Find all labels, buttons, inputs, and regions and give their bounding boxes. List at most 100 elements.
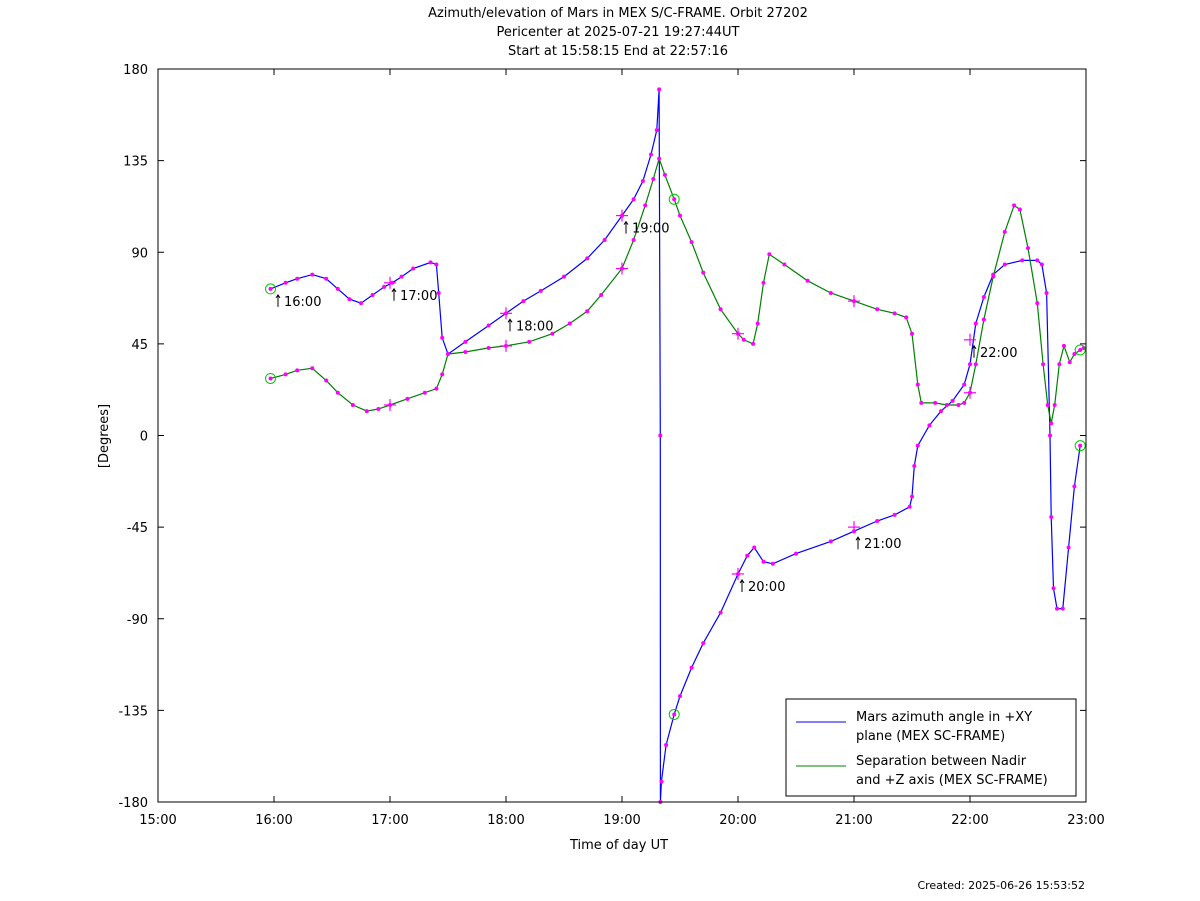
separation-data-point [295, 368, 300, 373]
azimuth-data-point [1060, 606, 1065, 611]
separation-data-point [755, 321, 760, 326]
separation-data-point [904, 315, 909, 320]
separation-data-point [678, 213, 682, 218]
azimuth-data-point [752, 545, 757, 550]
azimuth-data-point [324, 276, 329, 281]
azimuth-data-point [973, 321, 978, 326]
azimuth-data-point [310, 272, 315, 277]
separation-data-point [991, 274, 996, 279]
hour-label: 18:00 [516, 319, 553, 334]
event-circle-marker [668, 193, 680, 205]
legend: Mars azimuth angle in +XY plane (MEX SC-… [785, 698, 1077, 797]
y-axis-label: [Degrees] [97, 404, 112, 468]
hour-label-arrowhead [971, 344, 977, 350]
legend-box [785, 698, 1077, 797]
azimuth-data-point [927, 423, 932, 428]
azimuth-data-point [701, 641, 706, 646]
separation-data-point [1061, 343, 1066, 348]
azimuth-data-point [1066, 545, 1071, 550]
azimuth-data-point [828, 539, 833, 544]
azimuth-data-point [283, 280, 288, 285]
separation-data-point [1041, 362, 1046, 367]
separation-data-point [651, 176, 656, 181]
separation-data-point [527, 339, 532, 344]
legend-label-azimuth-line2: plane (MEX SC-FRAME) [856, 729, 1005, 744]
hour-label-arrowhead [855, 536, 861, 541]
azimuth-data-point [538, 288, 543, 293]
azimuth-data-point [794, 551, 798, 556]
separation-data-point [657, 156, 662, 161]
event-circle-marker [1074, 440, 1086, 452]
separation-data-point [701, 270, 706, 275]
azimuth-data-point [892, 512, 897, 517]
separation-data-point [956, 402, 961, 407]
separation-data-point [440, 372, 445, 377]
separation-data-point [672, 197, 677, 202]
separation-data-point [405, 396, 410, 401]
separation-data-point [631, 238, 636, 243]
azimuth-data-point [1055, 606, 1059, 611]
x-tick-label: 20:00 [719, 813, 756, 828]
azimuth-data-point [335, 286, 340, 291]
azimuth-data-point [912, 464, 917, 469]
marker-layer [265, 87, 1086, 804]
event-circle-marker [668, 708, 680, 720]
y-axis: 180 135 90 45 0 -45 -90 -135 -180 [118, 63, 1086, 811]
azimuth-data-point [770, 561, 775, 566]
azimuth-data-point [968, 362, 972, 367]
azimuth-data-point [981, 295, 986, 300]
azimuth-data-point [910, 494, 914, 499]
separation-data-point [335, 390, 340, 395]
separation-data-point [1057, 362, 1062, 367]
y-tick-label: 180 [123, 63, 148, 78]
hour-label: 17:00 [400, 289, 437, 304]
separation-data-point [599, 293, 604, 298]
hour-label: 19:00 [632, 222, 669, 237]
event-circle-marker [265, 372, 277, 384]
hour-label-arrowhead [507, 318, 513, 323]
separation-data-point [662, 172, 667, 177]
separation-data-point [567, 321, 572, 326]
x-axis-label: Time of day UT [569, 838, 668, 853]
separation-data-point [643, 203, 648, 208]
title-block: Azimuth/elevation of Mars in MEX S/C-FRA… [428, 6, 808, 59]
legend-label-separation-line1: Separation between Nadir [856, 754, 1027, 769]
azimuth-data-point [915, 443, 920, 448]
legend-label-azimuth-line1: Mars azimuth angle in +XY [856, 710, 1032, 725]
separation-data-point [1078, 347, 1083, 352]
separation-data-point [324, 378, 329, 383]
separation-data-point [1026, 246, 1030, 251]
azimuth-data-point [1035, 258, 1040, 263]
separation-data-point [782, 262, 787, 267]
azimuth-data-point [657, 87, 662, 92]
y-tick-label: -90 [127, 613, 148, 628]
azimuth-data-point [1049, 514, 1054, 519]
separation-data-point [1012, 203, 1017, 208]
azimuth-data-point [640, 178, 645, 183]
y-tick-label: 90 [131, 246, 148, 261]
y-tick-label: 45 [131, 338, 148, 353]
separation-data-point [962, 400, 967, 405]
azimuth-data-point [268, 286, 273, 291]
x-axis: 15:00 16:00 17:00 18:00 19:00 20:00 21:00 22:00… [139, 69, 1105, 828]
separation-data-point [364, 409, 369, 414]
separation-data-point [376, 407, 381, 412]
azimuth-data-point [521, 299, 526, 304]
azimuth-data-point [907, 504, 912, 509]
azimuth-data-point [347, 297, 352, 302]
x-tick-label: 17:00 [371, 813, 408, 828]
azimuth-data-point [436, 290, 441, 295]
y-tick-label: -135 [118, 704, 148, 719]
azimuth-data-point [428, 260, 433, 265]
azimuth-data-point [745, 553, 750, 558]
separation-data-point [767, 252, 772, 257]
azimuth-data-point [950, 398, 955, 403]
separation-data-point [973, 362, 978, 367]
hour-label-arrowhead [739, 579, 745, 584]
separation-data-point [741, 337, 746, 342]
separation-data-point [1072, 352, 1077, 357]
azimuth-data-point [359, 301, 363, 306]
azimuth-data-point [1044, 290, 1049, 295]
y-tick-label: -180 [118, 796, 148, 811]
